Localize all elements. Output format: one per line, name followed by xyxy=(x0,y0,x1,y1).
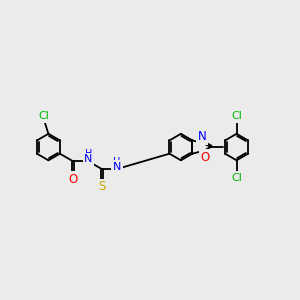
Text: O: O xyxy=(68,172,78,185)
Text: N: N xyxy=(198,130,206,143)
Text: H: H xyxy=(85,149,92,159)
Text: H: H xyxy=(113,157,121,166)
Text: O: O xyxy=(200,151,210,164)
Text: N: N xyxy=(113,162,121,172)
Text: Cl: Cl xyxy=(231,173,242,183)
Text: Cl: Cl xyxy=(38,111,49,121)
Text: S: S xyxy=(98,180,105,193)
Text: Cl: Cl xyxy=(231,111,242,121)
Text: N: N xyxy=(84,154,93,164)
